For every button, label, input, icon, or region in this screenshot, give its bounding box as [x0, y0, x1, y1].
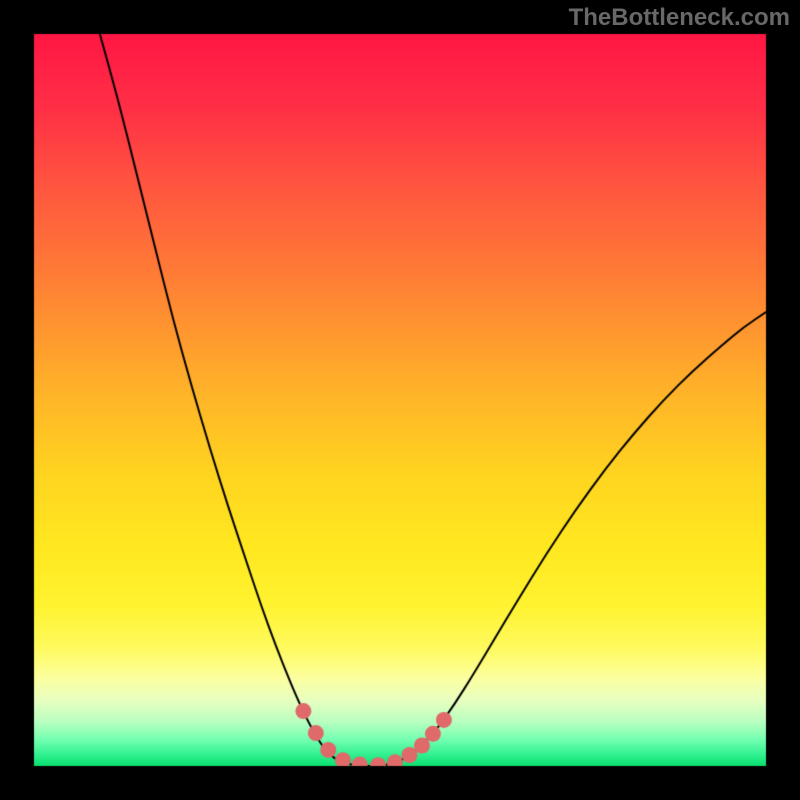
chart-container: TheBottleneck.com — [0, 0, 800, 800]
bottleneck-curve-chart — [0, 0, 800, 800]
attribution-label: TheBottleneck.com — [569, 4, 790, 32]
